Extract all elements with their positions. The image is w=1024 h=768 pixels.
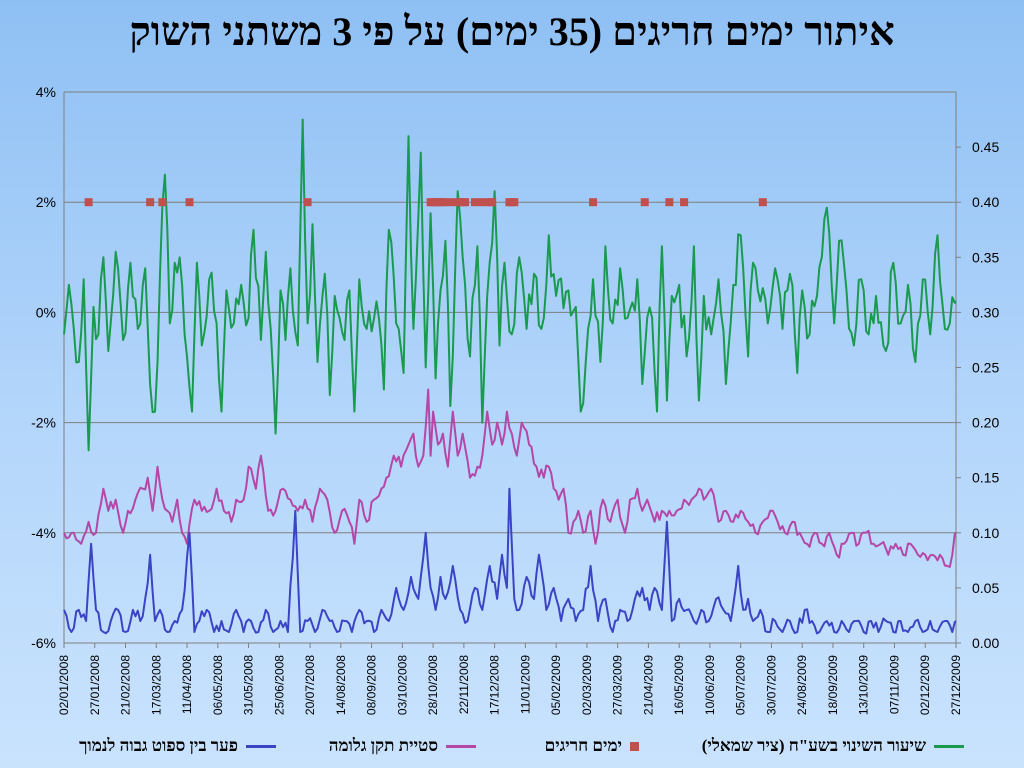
y-left-tick-label: 0% [36, 304, 56, 320]
x-tick-label: 27/01/2008 [88, 655, 102, 715]
y-left-tick-label: 4% [36, 84, 56, 100]
x-tick-label: 05/02/2009 [549, 655, 563, 715]
outlier-day-marker [478, 198, 487, 207]
x-tick-label: 16/05/2009 [672, 655, 686, 715]
outlier-day-marker [303, 198, 312, 207]
y-right-tick-label: 0.30 [972, 304, 999, 320]
outlier-day-marker [84, 198, 93, 207]
outlier-day-marker [461, 198, 470, 207]
x-tick-label: 25/06/2008 [272, 655, 286, 715]
x-tick-label: 24/08/2009 [795, 655, 809, 715]
x-tick-label: 03/10/2008 [395, 655, 409, 715]
outlier-day-marker [451, 198, 460, 207]
legend: שיעור השינוי בשע"ח (ציר שמאלי) ימים חריג… [0, 734, 1024, 762]
outlier-day-marker [758, 198, 767, 207]
legend-label-implied-vol: סטיית תקן גלומה [328, 736, 438, 755]
legend-item-implied-vol: סטיית תקן גלומה [329, 736, 476, 756]
x-tick-label: 10/06/2009 [703, 655, 717, 715]
x-tick-label: 11/01/2009 [518, 655, 532, 714]
x-tick-label: 31/05/2008 [242, 655, 256, 715]
y-right-tick-label: 0.20 [972, 415, 999, 431]
outlier-day-marker [510, 198, 519, 207]
x-tick-label: 17/03/2008 [149, 655, 163, 715]
legend-swatch-magenta [446, 744, 476, 748]
x-tick-label: 21/04/2009 [641, 655, 655, 715]
y-right-tick-label: 0.40 [972, 194, 999, 210]
outlier-day-marker [438, 198, 447, 207]
x-tick-label: 13/10/2009 [857, 655, 871, 715]
x-tick-label: 27/12/2009 [949, 655, 963, 715]
chart-title: איתור ימים חריגים (35 ימים) על פי 3 משתנ… [129, 9, 895, 54]
x-tick-label: 30/07/2009 [764, 655, 778, 715]
outlier-day-marker [185, 198, 194, 207]
y-left-tick-label: -4% [31, 525, 56, 541]
legend-label-fx-change: שיעור השינוי בשע"ח (ציר שמאלי) [701, 736, 926, 755]
y-right-tick-label: 0.00 [972, 635, 999, 651]
legend-swatch-blue [246, 744, 276, 748]
outlier-day-marker [443, 198, 452, 207]
series-line-implied-vol [63, 388, 957, 568]
x-tick-label: 21/02/2008 [119, 655, 133, 715]
series-line-fx-change [63, 118, 957, 452]
y-right-tick-label: 0.45 [972, 139, 999, 155]
y-right-tick-label: 0.25 [972, 360, 999, 376]
x-tick-label: 11/04/2008 [180, 655, 194, 714]
y-left-tick-label: -2% [31, 415, 56, 431]
outlier-day-marker [146, 198, 155, 207]
legend-item-fx-change: שיעור השינוי בשע"ח (ציר שמאלי) [702, 736, 964, 756]
x-tick-label: 18/09/2009 [826, 655, 840, 715]
legend-swatch-green [934, 744, 964, 748]
x-tick-label: 14/08/2008 [334, 655, 348, 715]
y-left-tick-label: 2% [36, 194, 56, 210]
y-left-tick-label: -6% [31, 635, 56, 651]
legend-item-spot-gap: פער בין ספוט גבוה לנמוך [79, 736, 276, 756]
x-tick-label: 28/10/2008 [426, 655, 440, 715]
legend-swatch-red [630, 741, 639, 751]
outlier-day-marker [589, 198, 598, 207]
outlier-day-marker [158, 198, 167, 207]
outlier-day-marker [680, 198, 689, 207]
x-tick-label: 17/12/2008 [488, 655, 502, 715]
x-tick-label: 08/09/2008 [365, 655, 379, 715]
x-tick-label: 20/07/2008 [303, 655, 317, 715]
outlier-day-marker [488, 198, 497, 207]
x-tick-label: 27/03/2009 [611, 655, 625, 715]
x-tick-label: 05/07/2009 [734, 655, 748, 715]
outlier-day-marker [640, 198, 649, 207]
x-tick-label: 22/11/2008 [457, 655, 471, 714]
y-right-tick-label: 0.05 [972, 580, 999, 596]
outlier-day-marker [665, 198, 674, 207]
y-right-tick-label: 0.35 [972, 249, 999, 265]
x-tick-label: 07/11/2009 [887, 655, 901, 714]
x-tick-label: 06/05/2008 [211, 655, 225, 715]
chart-svg: 4% 2% 0% -2% -4% -6% 0.45 0.40 0.35 0.30 0.25 0.20 0… [31, 84, 999, 715]
legend-item-outlier-days: ימים חריגים [545, 736, 639, 756]
y-right-tick-label: 0.10 [972, 525, 999, 541]
x-tick-label: 02/03/2009 [580, 655, 594, 715]
x-tick-label: 02/01/2008 [57, 655, 71, 715]
legend-label-outlier-days: ימים חריגים [544, 736, 622, 755]
series-line-spot-gap [63, 487, 957, 635]
y-right-tick-label: 0.15 [972, 470, 999, 486]
x-tick-label: 02/12/2009 [918, 655, 932, 715]
outlier-day-marker [470, 198, 479, 207]
legend-label-spot-gap: פער בין ספוט גבוה לנמוך [79, 736, 238, 755]
